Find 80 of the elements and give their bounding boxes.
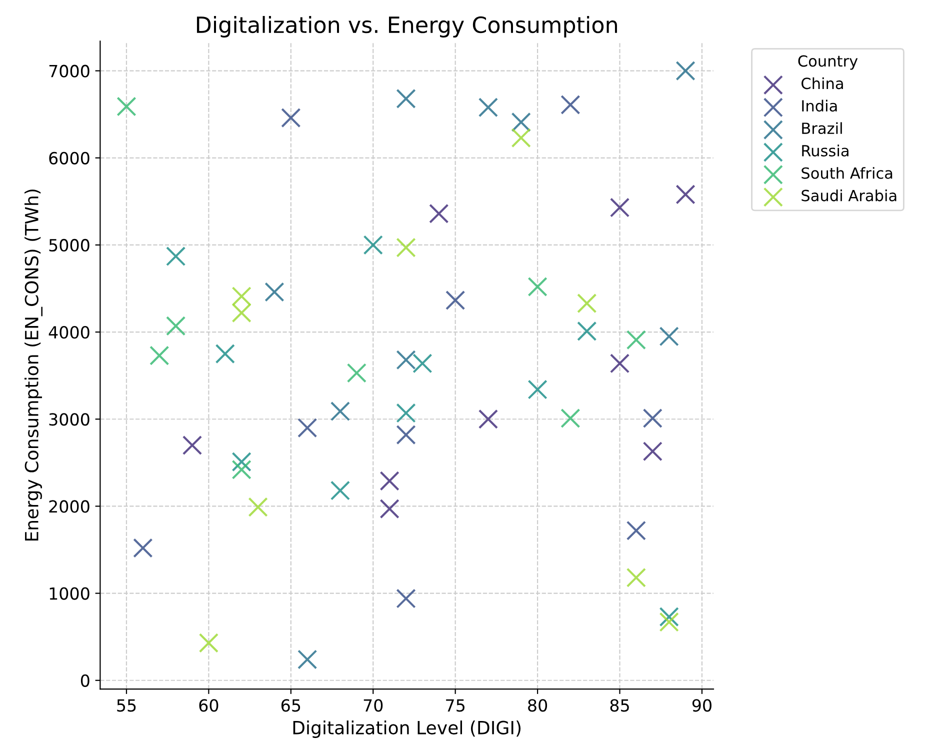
x-tick-label: 85 — [610, 699, 629, 712]
point — [610, 198, 630, 218]
point — [346, 363, 366, 383]
legend-label: India — [802, 100, 837, 112]
legend-label: Russia — [802, 144, 848, 156]
point — [396, 588, 416, 608]
point — [642, 442, 662, 462]
point — [150, 346, 170, 366]
point — [396, 403, 416, 423]
legend-label: China — [802, 77, 843, 90]
point — [363, 235, 383, 255]
point — [626, 330, 646, 350]
chart-title: Digitalization vs. Energy Consumption — [196, 16, 617, 38]
point — [577, 293, 597, 314]
point — [560, 408, 580, 428]
point — [380, 471, 400, 491]
point — [232, 452, 252, 472]
point — [560, 94, 580, 115]
point — [396, 88, 416, 108]
point — [446, 290, 466, 310]
legend-title: Country — [798, 55, 858, 70]
point — [412, 354, 432, 374]
point — [659, 612, 679, 632]
y-tick-label: 5000 — [49, 238, 90, 252]
legend-label: Saudi Arabia — [802, 189, 896, 202]
point — [116, 96, 136, 116]
point — [281, 108, 301, 128]
point — [528, 380, 548, 400]
x-tick-label: 80 — [528, 699, 548, 712]
point — [166, 246, 186, 266]
point — [298, 650, 318, 670]
point — [511, 112, 531, 132]
point — [133, 538, 153, 558]
point — [396, 424, 416, 445]
point — [642, 408, 662, 428]
point — [676, 60, 696, 81]
point — [264, 282, 284, 302]
legend-label: Brazil — [802, 122, 842, 134]
point — [478, 98, 498, 118]
point — [330, 480, 350, 500]
point — [626, 520, 646, 540]
point — [577, 321, 597, 342]
x-tick-label: 65 — [281, 699, 300, 712]
point — [380, 498, 400, 519]
point — [232, 286, 252, 306]
x-tick-label: 90 — [692, 699, 712, 712]
x-tick-label: 70 — [364, 699, 383, 712]
point — [248, 497, 268, 517]
point — [478, 409, 498, 429]
point — [182, 435, 202, 456]
point — [198, 633, 219, 653]
y-tick-label: 4000 — [48, 326, 90, 339]
point — [166, 316, 186, 336]
y-tick-label: 1000 — [50, 587, 90, 600]
y-axis-title: Energy Consumption (EN_CONS) (TWh) — [24, 190, 42, 540]
y-tick-label: 7000 — [49, 64, 90, 78]
point — [298, 418, 318, 438]
point — [429, 204, 449, 224]
y-tick-label: 3000 — [49, 413, 90, 426]
point — [330, 401, 350, 422]
point — [626, 568, 646, 588]
y-tick-label: 6000 — [49, 152, 90, 164]
point — [511, 128, 531, 148]
point — [396, 238, 416, 258]
x-tick-label: 60 — [199, 699, 218, 712]
point — [659, 326, 679, 346]
point — [232, 303, 252, 323]
point — [610, 354, 630, 374]
x-tick-label: 75 — [446, 699, 464, 712]
y-tick-label: 0 — [80, 674, 90, 687]
point — [396, 350, 416, 370]
point — [232, 460, 252, 480]
x-axis-title: Digitalization Level (DIGI) — [293, 720, 521, 738]
point — [528, 276, 548, 297]
y-tick-label: 2000 — [49, 500, 90, 513]
x-tick-label: 55 — [117, 699, 136, 712]
point — [215, 344, 235, 364]
legend-label: South Africa — [802, 167, 892, 179]
point — [659, 606, 679, 627]
point — [676, 184, 696, 204]
